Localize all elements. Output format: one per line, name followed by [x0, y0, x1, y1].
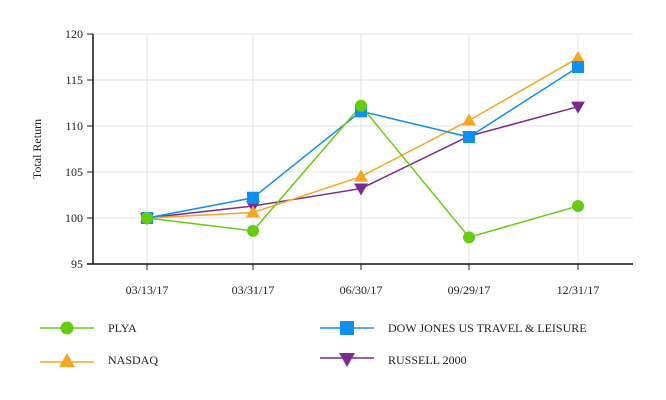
legend-label: PLYA — [108, 320, 137, 335]
y-tick-label: 95 — [71, 257, 83, 271]
data-point — [462, 113, 476, 126]
data-point — [141, 212, 153, 224]
series-line — [146, 105, 579, 219]
y-tick-label: 105 — [65, 165, 83, 179]
legend-item-nasdaq: NASDAQ — [40, 352, 158, 368]
legend-item-russell: RUSSELL 2000 — [320, 352, 467, 368]
data-point — [463, 131, 475, 144]
legend-label: RUSSELL 2000 — [388, 352, 467, 367]
data-point — [571, 101, 585, 114]
y-tick-label: 100 — [65, 211, 83, 225]
line-chart: 95 100 105 110 115 120 03/13/17 03/31/17 06/30/1… — [30, 27, 633, 297]
data-point — [247, 191, 259, 204]
square-marker-icon — [320, 321, 374, 335]
data-point — [354, 183, 368, 196]
x-tick-label: 03/13/17 — [126, 283, 169, 297]
data-point — [246, 205, 260, 218]
series-line — [146, 57, 579, 219]
data-point — [572, 61, 584, 74]
data-point — [463, 231, 475, 244]
data-point — [355, 99, 367, 112]
data-point — [571, 50, 585, 63]
circle-marker-icon — [40, 321, 94, 335]
y-tick-label: 110 — [65, 119, 83, 133]
x-tick-label: 09/29/17 — [448, 283, 491, 297]
data-point — [247, 224, 259, 237]
y-tick-label: 115 — [65, 73, 83, 87]
y-axis-label: Total Return — [30, 119, 44, 179]
data-point — [354, 169, 368, 182]
x-tick-label: 03/31/17 — [232, 283, 275, 297]
legend-item-plya: PLYA — [40, 320, 137, 336]
triangle-down-marker-icon — [320, 353, 374, 367]
series-line — [146, 66, 579, 219]
triangle-up-marker-icon — [40, 353, 94, 367]
data-point — [572, 200, 584, 213]
legend-item-dow-jones: DOW JONES US TRAVEL & LEISURE — [320, 320, 587, 336]
x-tick-label: 06/30/17 — [340, 283, 383, 297]
legend-label: NASDAQ — [108, 352, 159, 367]
y-tick-label: 120 — [65, 27, 83, 41]
legend-label: DOW JONES US TRAVEL & LEISURE — [388, 320, 587, 335]
x-tick-label: 12/31/17 — [557, 283, 600, 297]
